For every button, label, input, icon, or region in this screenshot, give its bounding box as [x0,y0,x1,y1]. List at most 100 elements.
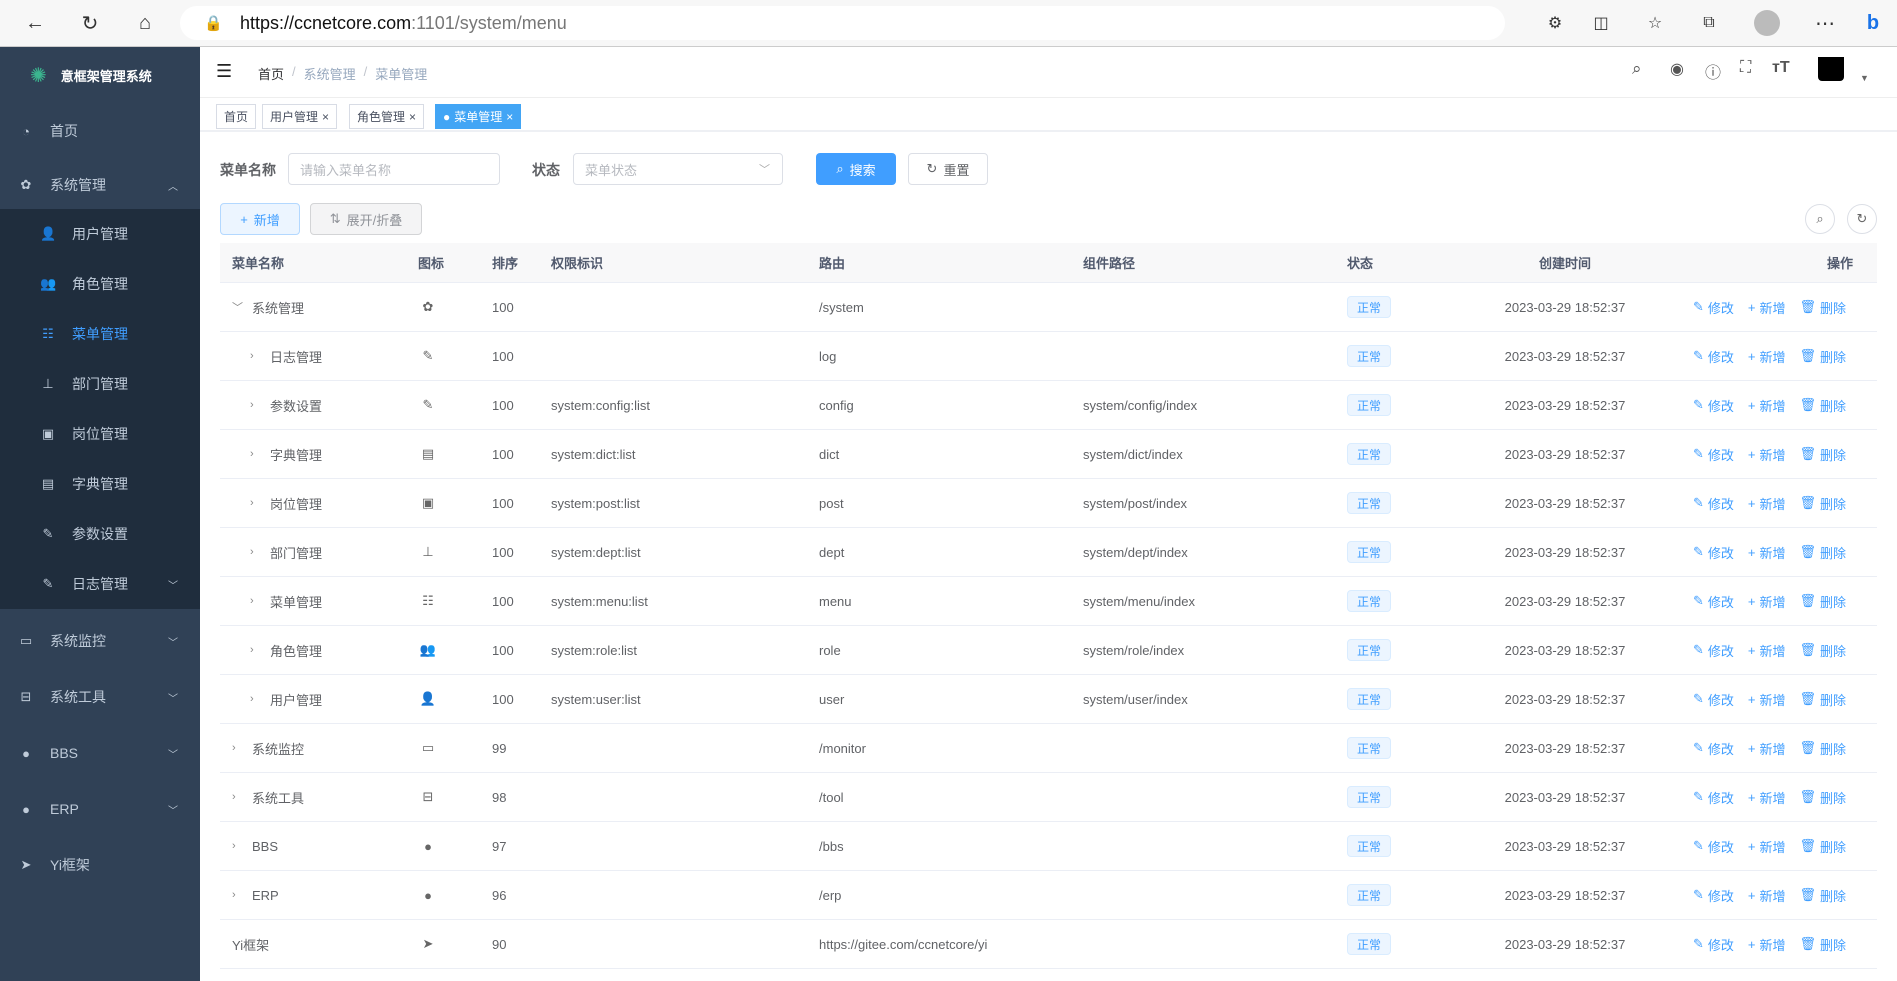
caret-down-icon[interactable]: ▼ [1860,73,1869,83]
add-button[interactable]: + 新增 [220,203,300,235]
split-screen-icon[interactable]: ◫ [1593,15,1609,32]
close-icon[interactable]: × [409,109,417,124]
sidebar-item[interactable]: ✿ 系统管理 ︿ [0,157,200,213]
github-icon[interactable]: ◉ [1670,61,1684,78]
chevron-right-icon[interactable]: › [232,742,236,754]
chevron-right-icon[interactable]: › [250,448,254,460]
tab-tag[interactable]: 角色管理 × [349,104,425,129]
search-button[interactable]: ⌕ 搜索 [816,153,896,185]
edit-button[interactable]: ✎ 修改 [1693,837,1734,856]
sidebar-logo[interactable]: ✺ 意框架管理系统 [0,47,200,103]
edit-button[interactable]: ✎ 修改 [1693,641,1734,660]
add-child-button[interactable]: + 新增 [1748,641,1786,660]
delete-button[interactable]: 🗑 删除 [1800,886,1847,905]
add-child-button[interactable]: + 新增 [1748,543,1786,562]
expand-collapse-button[interactable]: ⇅ 展开/折叠 [310,203,422,235]
breadcrumb-home[interactable]: 首页 [258,67,285,82]
toggle-search-button[interactable]: ⌕ [1805,204,1835,234]
delete-button[interactable]: 🗑 删除 [1800,396,1847,415]
font-size-icon[interactable]: тT [1772,59,1790,76]
tab-tag[interactable]: 用户管理 × [262,104,338,129]
chevron-down-icon[interactable]: ﹀ [232,302,243,314]
edit-button[interactable]: ✎ 修改 [1693,935,1734,954]
refresh-button[interactable]: ↻ [1847,204,1877,234]
profile-avatar[interactable] [1752,8,1782,38]
status-select[interactable]: 菜单状态 ﹀ [573,153,783,185]
help-icon[interactable]: ⓘ [1705,65,1722,82]
delete-button[interactable]: 🗑 删除 [1800,347,1847,366]
chevron-right-icon[interactable]: › [250,693,254,705]
delete-button[interactable]: 🗑 删除 [1800,935,1847,954]
reset-button[interactable]: ↻ 重置 [908,153,988,185]
edit-button[interactable]: ✎ 修改 [1693,592,1734,611]
edit-button[interactable]: ✎ 修改 [1693,739,1734,758]
add-child-button[interactable]: + 新增 [1748,935,1786,954]
bing-icon[interactable]: b [1866,11,1880,34]
edit-button[interactable]: ✎ 修改 [1693,298,1734,317]
sidebar-item[interactable]: ⊥ 部门管理 [0,359,200,409]
chevron-right-icon[interactable]: › [250,497,254,509]
fullscreen-icon[interactable]: ⛶ [1740,59,1752,76]
edit-button[interactable]: ✎ 修改 [1693,445,1734,464]
collections-icon[interactable]: ⧉ [1703,14,1715,31]
sidebar-item[interactable]: ▣ 岗位管理 [0,409,200,459]
delete-button[interactable]: 🗑 删除 [1800,739,1847,758]
delete-button[interactable]: 🗑 删除 [1800,298,1847,317]
sidebar-item[interactable]: ▤ 字典管理 [0,459,200,509]
sidebar-item[interactable]: ⊟ 系统工具 ﹀ [0,669,200,725]
chevron-right-icon[interactable]: › [250,399,254,411]
tab-tag[interactable]: ● 菜单管理 × [435,104,522,129]
sidebar-item[interactable]: ✎ 参数设置 [0,509,200,559]
sidebar-item[interactable]: 👤 用户管理 [0,209,200,259]
avatar[interactable] [1818,57,1844,81]
favorites-icon[interactable]: ☆ [1647,15,1663,32]
add-child-button[interactable]: + 新增 [1748,886,1786,905]
sidebar-item[interactable]: ◔ 首页 [0,103,200,159]
edit-button[interactable]: ✎ 修改 [1693,347,1734,366]
edit-button[interactable]: ✎ 修改 [1693,543,1734,562]
delete-button[interactable]: 🗑 删除 [1800,543,1847,562]
close-icon[interactable]: × [322,109,330,124]
address-bar[interactable]: 🔒 https://ccnetcore.com:1101/system/menu [180,6,1505,40]
sidebar-item[interactable]: ● BBS ﹀ [0,725,200,781]
tab-tag[interactable]: 首页 [216,104,257,129]
chevron-right-icon[interactable]: › [250,546,254,558]
edit-button[interactable]: ✎ 修改 [1693,690,1734,709]
add-child-button[interactable]: + 新增 [1748,445,1786,464]
delete-button[interactable]: 🗑 删除 [1800,690,1847,709]
chevron-right-icon[interactable]: › [250,644,254,656]
add-child-button[interactable]: + 新增 [1748,837,1786,856]
sidebar-item[interactable]: 👥 角色管理 [0,259,200,309]
menu-name-input[interactable]: 请输入菜单名称 [288,153,500,185]
chevron-right-icon[interactable]: › [232,889,236,901]
chevron-right-icon[interactable]: › [232,791,236,803]
add-child-button[interactable]: + 新增 [1748,739,1786,758]
more-icon[interactable]: ⋯ [1815,12,1835,35]
sidebar-item[interactable]: ☷ 菜单管理 [0,309,200,359]
add-child-button[interactable]: + 新增 [1748,298,1786,317]
delete-button[interactable]: 🗑 删除 [1800,641,1847,660]
delete-button[interactable]: 🗑 删除 [1800,837,1847,856]
sidebar-item[interactable]: ● ERP ﹀ [0,781,200,837]
close-icon[interactable]: × [506,109,514,124]
add-child-button[interactable]: + 新增 [1748,690,1786,709]
edit-button[interactable]: ✎ 修改 [1693,494,1734,513]
chevron-right-icon[interactable]: › [232,840,236,852]
edit-button[interactable]: ✎ 修改 [1693,396,1734,415]
sidebar-item[interactable]: ▭ 系统监控 ﹀ [0,613,200,669]
back-icon[interactable]: ← [25,11,45,34]
add-child-button[interactable]: + 新增 [1748,494,1786,513]
search-icon[interactable]: ⌕ [1632,59,1642,78]
delete-button[interactable]: 🗑 删除 [1800,445,1847,464]
add-child-button[interactable]: + 新增 [1748,788,1786,807]
hamburger-icon[interactable]: ☰ [216,61,233,81]
edit-button[interactable]: ✎ 修改 [1693,788,1734,807]
chevron-right-icon[interactable]: › [250,595,254,607]
add-child-button[interactable]: + 新增 [1748,592,1786,611]
sidebar-item[interactable]: ➤ Yi框架 [0,837,200,893]
delete-button[interactable]: 🗑 删除 [1800,592,1847,611]
sidebar-item[interactable]: ✎ 日志管理 ﹀ [0,559,200,609]
home-icon[interactable]: ⌂ [138,11,152,34]
add-child-button[interactable]: + 新增 [1748,347,1786,366]
add-child-button[interactable]: + 新增 [1748,396,1786,415]
